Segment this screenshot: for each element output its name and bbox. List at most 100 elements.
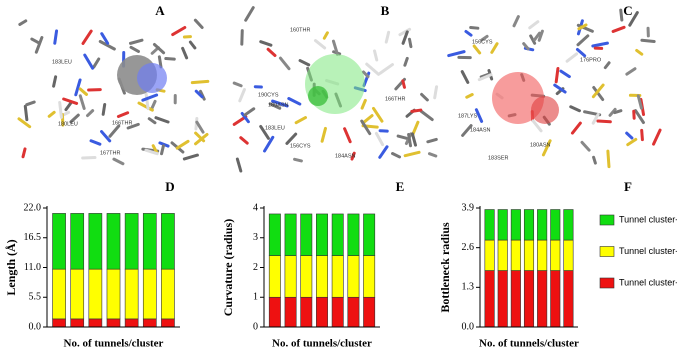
bond-stick <box>652 128 662 146</box>
bar-segment <box>363 296 376 328</box>
residue-label: 160THR <box>290 27 311 33</box>
bond-stick <box>460 70 470 84</box>
legend-swatch <box>599 246 615 257</box>
bar-segment <box>284 255 297 298</box>
bond-stick <box>175 139 190 150</box>
bar-segment <box>284 213 297 256</box>
bar-segment <box>347 213 360 256</box>
legend-label: Tunnel cluster-1 <box>619 277 677 287</box>
bond-stick <box>365 62 381 76</box>
panel-label: C <box>623 3 632 18</box>
molecule-images <box>17 6 662 173</box>
bond-stick <box>606 149 611 169</box>
bar-segment <box>161 268 175 320</box>
bar-segment <box>124 268 139 320</box>
bond-stick <box>34 35 44 54</box>
bond-stick <box>74 78 82 97</box>
bond-stick <box>490 42 499 54</box>
bond-stick <box>157 55 163 69</box>
bar-segment <box>52 213 66 270</box>
bond-stick <box>378 63 394 75</box>
bond-stick <box>47 110 56 118</box>
y-axis-label: Length (Å) <box>4 239 18 295</box>
bond-stick <box>591 83 605 99</box>
y-tick-label: 1 <box>253 292 258 303</box>
bar-segment <box>124 213 139 270</box>
bond-stick <box>613 109 623 115</box>
bond-stick <box>108 124 121 138</box>
panel-label: B <box>381 3 390 18</box>
bond-stick <box>611 25 626 33</box>
residue-label: 183LEU <box>52 59 72 65</box>
x-axis-label: No. of tunnels/cluster <box>479 338 579 350</box>
bar-segment <box>106 318 121 328</box>
bond-stick <box>190 79 210 85</box>
bond-stick <box>64 100 73 112</box>
residue-label: 190CYS <box>258 92 279 98</box>
bond-stick <box>360 119 372 136</box>
bond-stick <box>528 20 540 30</box>
bar-segment <box>52 318 66 328</box>
bar-segment <box>563 239 574 271</box>
residue-label: 183SER <box>488 155 509 161</box>
bond-stick <box>384 30 391 44</box>
bond-stick <box>298 59 311 67</box>
bar-segment <box>563 270 574 328</box>
bond-stick <box>461 124 473 137</box>
bond-stick <box>403 56 409 67</box>
y-axis-label: Bottleneck radius <box>438 222 452 313</box>
bond-stick <box>537 29 544 42</box>
bond-stick <box>23 104 29 122</box>
bond-stick <box>30 37 40 44</box>
bar-segment <box>331 213 344 256</box>
bar-segment <box>70 318 85 328</box>
bar-segment <box>484 270 495 328</box>
bond-stick <box>350 151 356 161</box>
residue-label: 167THR <box>100 150 121 156</box>
bond-stick <box>480 34 489 42</box>
bar-segment <box>300 213 313 256</box>
y-axis-label: Curvature (radius) <box>221 219 235 316</box>
bar-segment <box>510 270 521 328</box>
bond-stick <box>81 29 93 45</box>
bond-stick <box>576 34 590 47</box>
bond-stick <box>263 135 275 153</box>
bond-stick <box>150 99 157 111</box>
bond-stick <box>407 132 413 148</box>
y-tick-label: 0 <box>253 321 258 332</box>
bar-segment <box>142 268 157 320</box>
residue-label: 156CYS <box>472 39 493 45</box>
bar-segment <box>316 296 328 328</box>
bar-segment <box>347 255 360 298</box>
bond-stick <box>194 89 204 99</box>
bond-stick <box>469 25 480 30</box>
bond-stick <box>533 31 542 42</box>
bond-stick <box>313 39 327 50</box>
bond-stick <box>322 31 329 40</box>
legend-label: Tunnel cluster-2 <box>619 246 677 256</box>
bond-stick <box>635 48 644 56</box>
bond-stick <box>244 6 255 22</box>
bond-stick <box>378 145 389 159</box>
tunnel-sphere <box>531 96 559 124</box>
y-tick-label: 1.3 <box>462 282 475 293</box>
bond-stick <box>101 102 107 116</box>
bond-stick <box>78 94 86 110</box>
bond-stick <box>25 100 36 107</box>
bond-stick <box>396 134 408 140</box>
bond-stick <box>116 111 130 118</box>
bond-stick <box>592 155 597 165</box>
bar-segment <box>106 213 121 270</box>
bond-stick <box>553 83 567 94</box>
bond-stick <box>271 99 289 108</box>
tunnel-sphere <box>492 72 544 124</box>
bond-stick <box>58 100 63 119</box>
bond-stick <box>410 108 423 113</box>
bond-stick <box>259 124 270 140</box>
bond-stick <box>195 120 205 134</box>
bond-stick <box>128 38 144 45</box>
bond-stick <box>154 116 170 124</box>
bar-segment <box>347 296 360 328</box>
bond-stick <box>147 117 157 125</box>
bar-segment <box>537 270 548 328</box>
